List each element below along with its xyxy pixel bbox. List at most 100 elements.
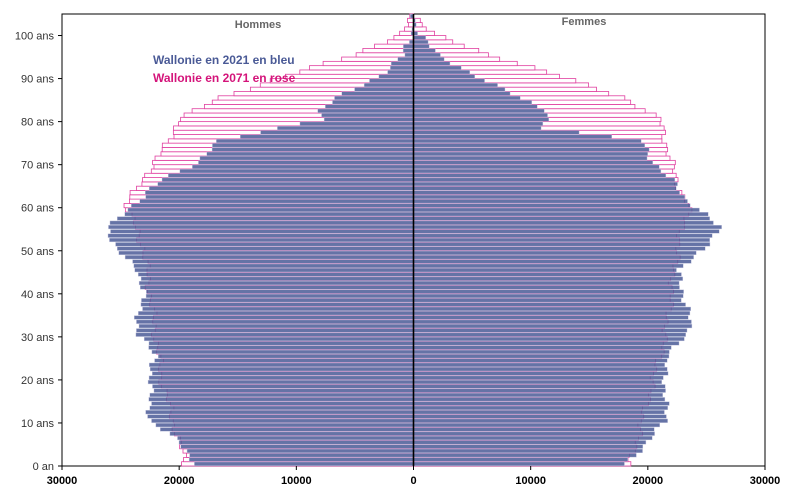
bar-2021-women (413, 427, 655, 432)
bar-2021-women (413, 298, 682, 303)
bar-2021-men (151, 349, 414, 354)
bar-2021-men (145, 410, 414, 415)
bar-2021-women (413, 345, 672, 350)
bar-2021-women (413, 237, 710, 243)
bar-2021-men (141, 298, 414, 303)
bar-2021-men (403, 44, 414, 49)
bar-2021-women (413, 375, 664, 380)
bar-2021-men (136, 319, 414, 324)
bar-2021-men (216, 138, 414, 144)
bar-2021-women (413, 289, 684, 294)
bar-2021-men (142, 306, 414, 311)
bar-2021-women (413, 113, 548, 118)
bar-2021-men (151, 418, 414, 423)
bar-2021-women (413, 302, 686, 307)
bar-2021-men (137, 272, 414, 277)
bar-2021-men (108, 225, 414, 230)
x-tick-label: 30000 (750, 475, 781, 487)
bar-2021-women (413, 207, 700, 212)
bar-2021-men (321, 113, 414, 118)
bar-2021-men (402, 48, 414, 53)
bar-2021-women (413, 138, 642, 144)
y-tick-label: 60 ans (21, 203, 55, 215)
legend-entry-2071: Wallonie en 2071 en rose (153, 71, 296, 85)
bar-2021-women (413, 169, 662, 174)
bar-2021-men (138, 324, 414, 329)
bar-2021-men (148, 397, 414, 402)
bar-2021-men (179, 169, 414, 174)
bar-2021-women (413, 319, 692, 324)
bar-2021-women (413, 457, 628, 462)
bar-2021-women (413, 151, 648, 156)
bar-2021-men (118, 250, 414, 255)
bar-2021-women (413, 156, 648, 161)
bar-2021-women (413, 52, 441, 57)
bar-2021-men (212, 143, 414, 148)
bar-2021-women (413, 324, 693, 329)
bar-2021-women (413, 233, 713, 238)
bar-2021-women (413, 95, 521, 100)
legend-entry-2021: Wallonie en 2021 en bleu (153, 53, 295, 67)
bar-2021-women (413, 39, 429, 45)
bar-2021-women (413, 65, 462, 70)
bar-2021-men (147, 414, 414, 419)
bar-2021-women (413, 220, 714, 225)
bar-2021-men (117, 216, 414, 221)
bar-2021-women (413, 61, 451, 66)
bar-2021-men (390, 65, 414, 70)
bar-2021-men (177, 435, 414, 441)
bar-2021-men (140, 302, 414, 307)
y-tick-label: 50 ans (21, 246, 55, 258)
bar-2021-women (413, 461, 625, 466)
bar-2021-women (413, 423, 660, 428)
bar-2021-men (211, 147, 414, 152)
bar-2021-women (413, 453, 637, 458)
bar-2021-women (413, 311, 691, 316)
bar-2021-women (413, 212, 709, 217)
bar-2021-women (413, 315, 689, 320)
bar-2021-men (168, 173, 414, 178)
bar-2021-women (413, 410, 665, 415)
bar-2021-men (154, 358, 414, 363)
bar-2021-men (169, 431, 414, 436)
right-side-label: Femmes (562, 16, 607, 28)
bar-2021-men (325, 104, 414, 109)
bar-2071-men (393, 35, 414, 41)
bar-2021-men (387, 70, 414, 75)
bar-2021-women (413, 173, 667, 178)
bar-2021-women (413, 276, 684, 281)
bar-2021-men (354, 87, 414, 92)
bar-2021-women (413, 328, 688, 333)
bar-2021-women (413, 186, 677, 191)
bar-2021-women (413, 216, 710, 221)
bar-2021-women (413, 272, 682, 277)
bar-2021-women (413, 418, 668, 423)
bar-2021-women (413, 246, 706, 251)
bar-2071-women (413, 26, 427, 32)
bar-2021-women (413, 250, 697, 255)
bar-2021-men (124, 212, 414, 217)
x-tick-label: 20000 (164, 475, 195, 487)
bar-2021-men (134, 315, 414, 320)
bar-2021-men (138, 280, 414, 286)
y-tick-label: 40 ans (21, 289, 55, 301)
bar-2021-women (413, 440, 647, 445)
bar-2021-men (147, 380, 414, 385)
bar-2021-men (397, 57, 414, 62)
bar-2021-men (178, 440, 414, 445)
bar-2021-women (413, 82, 498, 88)
bar-2021-women (413, 164, 660, 169)
bar-2021-women (413, 108, 545, 113)
bar-2021-men (135, 332, 414, 337)
bar-2021-men (378, 74, 414, 79)
bar-2021-men (115, 242, 414, 247)
bar-2021-men (148, 375, 414, 380)
bar-2021-women (413, 392, 663, 398)
bar-2021-men (206, 151, 414, 156)
bar-2021-women (413, 35, 426, 40)
bar-2021-men (194, 461, 414, 466)
bar-2021-men (145, 194, 414, 200)
bar-2021-men (390, 61, 414, 66)
bar-2021-women (413, 242, 711, 247)
y-tick-label: 90 ans (21, 74, 55, 86)
